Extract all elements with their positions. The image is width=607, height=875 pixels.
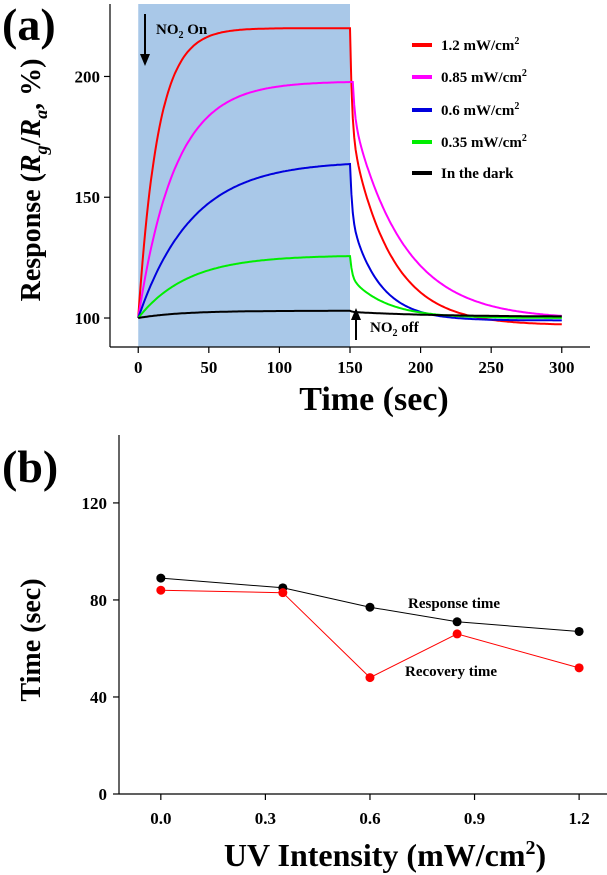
b-y-tick-label: 120 [82,494,108,513]
b-plot-lines [156,573,584,683]
b-data-point [574,626,584,636]
svg-text:1.2 mW/cm2: 1.2 mW/cm2 [441,36,519,54]
b-y-label: Time (sec) [16,578,47,701]
b-x-tick-label: 0.0 [150,809,171,828]
a-x-tick-label: 50 [200,358,217,377]
b-y-tick-label: 80 [90,591,107,610]
a-x-tick-label: 250 [478,358,504,377]
a-x-tick-label: 100 [267,358,293,377]
b-x-label: UV Intensity (mW/cm2) [224,837,546,873]
b-data-point [452,629,462,639]
svg-text:0.85 mW/cm2: 0.85 mW/cm2 [441,68,527,86]
legend-item-0-35: 0.35 mW/cm2 [412,133,527,151]
a-legend: 1.2 mW/cm2 0.85 mW/cm2 0.6 mW/cm2 0.35 m… [412,36,527,182]
panel-b-label: (b) [2,441,58,492]
panel-a-label: (a) [2,0,56,50]
b-y-tick-label: 0 [99,785,108,804]
a-shaded-region [138,4,350,347]
legend-item-1-2: 1.2 mW/cm2 [412,36,519,54]
a-x-tick-label: 200 [408,358,434,377]
b-data-point [574,663,584,673]
response-time-label: Response time [408,596,500,612]
b-data-point [365,673,375,683]
a-plot-lines [137,27,562,326]
b-data-point [156,585,166,595]
b-data-point [156,573,166,583]
recovery-time-label: Recovery time [405,664,497,680]
svg-text:NO2 On: NO2 On [156,22,208,41]
b-y-ticks: 0 40 80 120 [82,494,119,804]
a-x-tick-label: 0 [134,358,143,377]
a-series-line-4 [138,309,562,319]
a-x-ticks: 0 50 100 150 200 250 300 [134,347,575,377]
b-data-point [278,588,288,598]
b-y-tick-label: 40 [90,688,107,707]
a-series-line-2 [137,162,562,322]
a-series-line-3 [137,255,562,319]
b-x-ticks: 0.0 0.3 0.6 0.9 1.2 [150,794,590,828]
a-x-tick-label: 150 [337,358,363,377]
b-x-tick-label: 0.6 [359,809,380,828]
a-x-tick-label: 300 [549,358,575,377]
a-x-label: Time (sec) [299,381,448,418]
b-data-point [452,617,462,627]
b-x-tick-label: 0.3 [255,809,276,828]
a-y-ticks: 100 150 200 [75,67,110,328]
no2-off-annotation: NO2 off [351,308,420,340]
svg-text:NO2 off: NO2 off [370,320,420,339]
svg-text:0.35 mW/cm2: 0.35 mW/cm2 [441,133,527,151]
b-x-tick-label: 0.9 [464,809,485,828]
svg-text:0.6 mW/cm2: 0.6 mW/cm2 [441,101,519,119]
legend-item-0-85: 0.85 mW/cm2 [412,68,527,86]
a-y-label: Response (Rg/Ra, %) [16,59,51,302]
a-series-line-1 [137,81,562,319]
legend-item-dark: In the dark [412,166,514,182]
legend-item-0-6: 0.6 mW/cm2 [412,101,519,119]
svg-text:In the dark: In the dark [441,166,514,182]
b-data-point [365,602,375,612]
a-y-tick-label: 150 [75,188,101,207]
a-y-tick-label: 100 [75,309,101,328]
a-y-tick-label: 200 [75,67,101,86]
no2-on-annotation: NO2 On [140,14,208,66]
b-x-tick-label: 1.2 [568,809,589,828]
